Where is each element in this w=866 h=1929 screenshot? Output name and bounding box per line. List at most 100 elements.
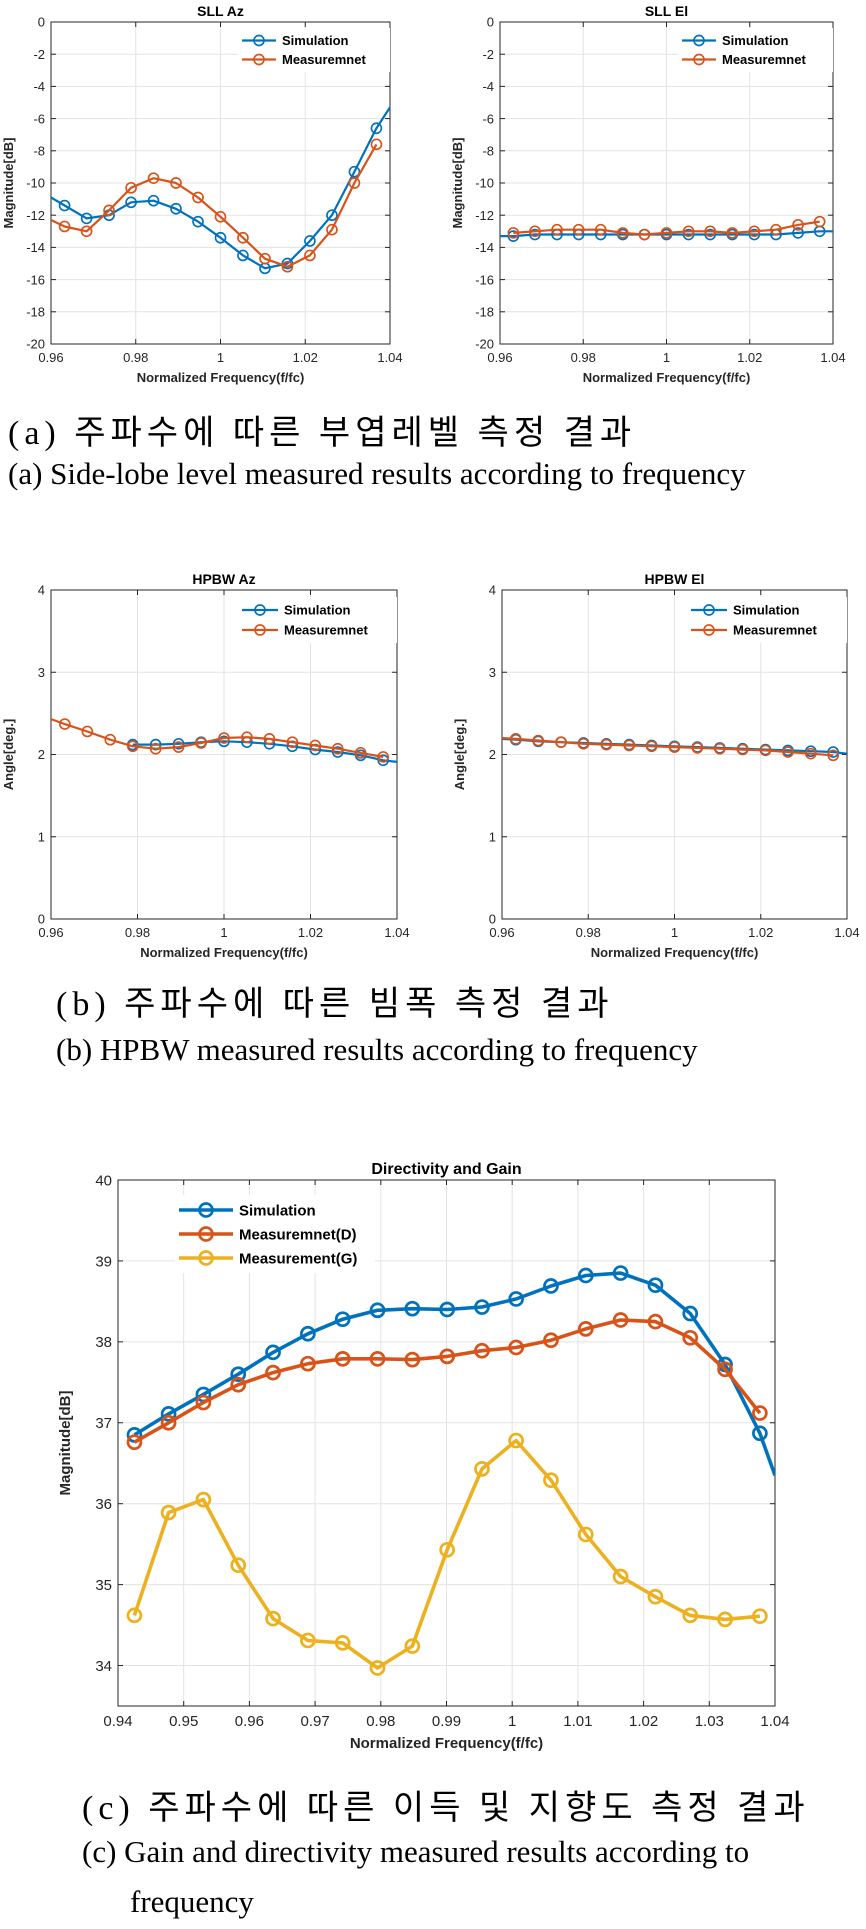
chart-directivity-gain: 0.94 0.95 0.96 0.97 0.98 0.99 1 1.01 1.02 1.03 1.0… — [57, 1161, 790, 1752]
y-tick-label: -6 — [33, 111, 45, 126]
y-axis-label: Angle[deg.] — [1, 719, 16, 791]
x-axis-label: Normalized Frequency(f/fc) — [350, 1735, 543, 1752]
grid — [50, 21, 391, 345]
data-point — [263, 733, 276, 745]
data-point — [691, 742, 704, 754]
data-point — [334, 1311, 351, 1328]
y-tick-label: 0 — [38, 15, 45, 30]
data-point — [404, 1300, 421, 1317]
data-point — [58, 199, 71, 212]
data-point — [647, 1313, 664, 1330]
data-point — [80, 225, 93, 238]
data-point — [682, 1305, 699, 1322]
data-point — [370, 138, 383, 151]
x-tick-label: 1.01 — [563, 1713, 592, 1730]
y-tick-label: 34 — [95, 1658, 112, 1675]
data-point — [369, 1660, 386, 1676]
data-point — [682, 1329, 699, 1346]
caption-a-english: (a) Side-lobe level measured results acc… — [8, 456, 746, 491]
caption-c-english-cont: frequency — [130, 1884, 254, 1919]
x-tick-label: 1 — [508, 1713, 516, 1730]
data-point — [474, 1461, 490, 1477]
y-tick-label: -16 — [26, 272, 45, 287]
x-axis-label: Normalized Frequency(f/fc) — [583, 370, 751, 385]
y-tick-label: -2 — [33, 47, 45, 62]
y-tick-label: 2 — [38, 747, 45, 762]
data-point — [736, 743, 749, 756]
legend-label: Simulation — [722, 33, 789, 48]
x-axis-label: Normalized Frequency(f/fc) — [140, 945, 308, 960]
x-tick-label: 0.98 — [366, 1713, 395, 1730]
caption-b-english: (b) HPBW measured results according to f… — [56, 1032, 698, 1067]
x-tick-label: 1.04 — [384, 925, 409, 940]
data-point — [577, 1267, 594, 1284]
data-point — [474, 1342, 490, 1359]
legend-marker — [253, 34, 265, 47]
data-point — [218, 732, 230, 744]
legend-marker — [198, 1202, 214, 1218]
data-point — [265, 1344, 281, 1361]
data-point — [404, 1638, 421, 1654]
data-point — [354, 747, 367, 759]
data-point — [612, 1568, 629, 1585]
data-point — [792, 227, 804, 239]
data-point — [813, 215, 826, 228]
data-point — [104, 733, 117, 746]
data-point — [241, 731, 253, 744]
data-point — [577, 1526, 594, 1543]
data-point — [439, 1348, 456, 1365]
y-tick-label: 39 — [95, 1253, 112, 1270]
y-tick-label: -12 — [475, 208, 494, 223]
y-tick-label: 1 — [38, 829, 45, 844]
data-point — [543, 1472, 559, 1489]
y-axis-label: Magnitude[dB] — [57, 1391, 74, 1496]
legend: Simulation Measuremnet — [238, 597, 397, 643]
legend-box — [238, 597, 397, 643]
x-tick-label: 1.02 — [629, 1713, 658, 1730]
data-point — [58, 220, 71, 233]
data-point — [645, 740, 658, 753]
caption-b-korean: (b) 주파수에 따른 빔폭 측정 결과 — [56, 986, 614, 1023]
series-Simulation — [126, 1265, 775, 1477]
data-point — [160, 1414, 177, 1431]
y-tick-label: -8 — [482, 143, 494, 158]
series-line — [500, 230, 833, 238]
legend-label: Measuremnet — [733, 623, 817, 638]
legend-label: Measuremnet — [284, 623, 368, 638]
series-line — [51, 143, 378, 268]
y-tick-label: -20 — [26, 337, 45, 352]
x-tick-label: 1.04 — [834, 925, 859, 940]
y-axis-label: Magnitude[dB] — [450, 138, 465, 229]
data-point — [195, 737, 207, 749]
data-point — [237, 231, 249, 244]
data-point — [717, 1611, 733, 1628]
data-point — [195, 1491, 212, 1508]
data-point — [682, 228, 695, 241]
y-tick-label: -10 — [26, 176, 45, 191]
legend-marker — [198, 1226, 214, 1242]
data-point — [377, 754, 389, 767]
series-Measuremnet — [502, 733, 840, 762]
x-tick-label: 1 — [671, 925, 678, 940]
data-point — [230, 1366, 247, 1383]
data-point — [726, 227, 739, 239]
data-point — [304, 249, 316, 262]
data-point — [334, 1350, 351, 1367]
series-Measuremnet(D) — [126, 1312, 768, 1451]
chart-hpbw-az: 0.96 0.98 1 1.02 1.04 0 1 2 3 4 HPBW Az Normalized … — [1, 571, 410, 960]
data-point — [529, 228, 541, 241]
legend: Simulation Measuremnet — [238, 28, 390, 72]
data-point — [80, 212, 93, 225]
series-Measuremnet — [507, 215, 826, 241]
chart-title: Directivity and Gain — [371, 1161, 521, 1178]
caption-c-korean: (c) 주파수에 따른 이득 및 지향도 측정 결과 — [82, 1790, 810, 1827]
data-point — [369, 1302, 386, 1319]
data-point — [331, 742, 344, 755]
legend-marker — [254, 624, 266, 636]
data-point — [752, 1608, 768, 1625]
data-point — [647, 1277, 664, 1294]
y-tick-label: -10 — [475, 176, 494, 191]
data-point — [149, 742, 162, 755]
y-tick-label: 4 — [489, 583, 496, 598]
data-point — [612, 1312, 629, 1328]
